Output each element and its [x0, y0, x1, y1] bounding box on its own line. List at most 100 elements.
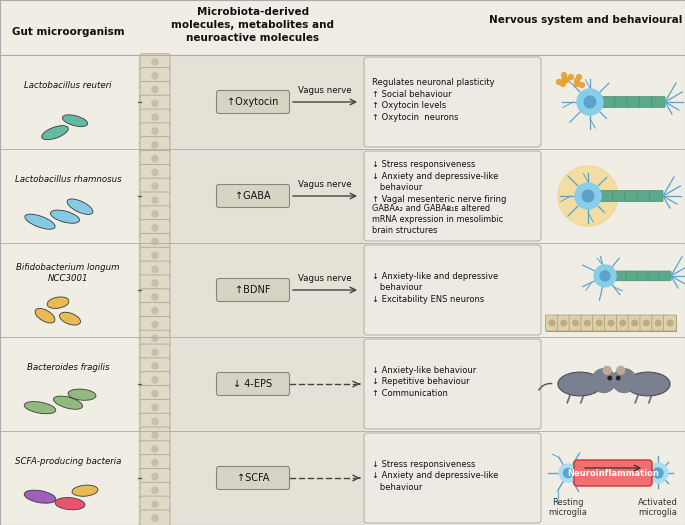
FancyBboxPatch shape [140, 510, 170, 525]
Circle shape [152, 197, 158, 203]
Circle shape [573, 320, 578, 326]
Text: Resting
microglia: Resting microglia [549, 498, 588, 518]
FancyBboxPatch shape [216, 373, 290, 395]
Circle shape [608, 320, 614, 326]
FancyBboxPatch shape [364, 433, 541, 523]
FancyBboxPatch shape [140, 123, 170, 139]
Circle shape [152, 349, 158, 355]
Circle shape [656, 320, 661, 326]
Circle shape [559, 464, 577, 482]
Circle shape [152, 238, 158, 245]
FancyBboxPatch shape [569, 315, 582, 331]
FancyBboxPatch shape [593, 315, 606, 331]
Circle shape [603, 366, 612, 375]
Circle shape [152, 377, 158, 383]
Text: Neuroinflammation: Neuroinflammation [567, 468, 659, 478]
FancyBboxPatch shape [626, 271, 638, 281]
Circle shape [152, 515, 158, 521]
Circle shape [152, 432, 158, 438]
Text: SCFA-producing bacteria: SCFA-producing bacteria [15, 457, 121, 466]
Circle shape [152, 321, 158, 328]
FancyBboxPatch shape [140, 68, 170, 84]
Circle shape [152, 308, 158, 314]
Circle shape [597, 320, 602, 326]
FancyBboxPatch shape [140, 206, 170, 222]
FancyBboxPatch shape [612, 191, 626, 202]
Circle shape [582, 190, 594, 202]
Circle shape [575, 79, 580, 83]
Bar [138, 431, 365, 525]
Circle shape [584, 96, 596, 108]
FancyBboxPatch shape [602, 97, 615, 108]
FancyBboxPatch shape [574, 460, 652, 486]
FancyBboxPatch shape [140, 219, 170, 236]
Ellipse shape [35, 308, 55, 323]
Circle shape [152, 211, 158, 217]
Circle shape [152, 446, 158, 452]
Bar [138, 243, 365, 337]
Circle shape [564, 468, 573, 478]
Circle shape [594, 265, 616, 287]
FancyBboxPatch shape [545, 315, 558, 331]
FancyBboxPatch shape [648, 271, 660, 281]
FancyBboxPatch shape [140, 468, 170, 485]
FancyBboxPatch shape [140, 482, 170, 499]
Circle shape [152, 294, 158, 300]
FancyBboxPatch shape [140, 413, 170, 429]
FancyBboxPatch shape [140, 344, 170, 360]
FancyBboxPatch shape [659, 271, 671, 281]
Circle shape [152, 128, 158, 134]
Circle shape [577, 75, 582, 79]
FancyBboxPatch shape [364, 245, 541, 335]
FancyBboxPatch shape [649, 191, 663, 202]
Ellipse shape [60, 312, 81, 325]
FancyBboxPatch shape [140, 247, 170, 264]
FancyBboxPatch shape [140, 302, 170, 319]
Circle shape [152, 100, 158, 107]
Circle shape [644, 320, 649, 326]
Ellipse shape [25, 214, 55, 229]
Circle shape [584, 320, 590, 326]
FancyBboxPatch shape [140, 317, 170, 333]
Circle shape [152, 391, 158, 397]
Circle shape [620, 320, 625, 326]
Circle shape [562, 78, 566, 82]
Circle shape [632, 320, 638, 326]
Text: GABAᴀ₂ and GABAᴃ₁ᴇ altered
mRNA expression in mesolimbic
brain structures: GABAᴀ₂ and GABAᴃ₁ᴇ altered mRNA expressi… [372, 204, 503, 235]
FancyBboxPatch shape [140, 95, 170, 111]
Circle shape [152, 474, 158, 480]
Circle shape [612, 369, 636, 393]
Circle shape [152, 155, 158, 162]
Circle shape [575, 81, 580, 87]
FancyBboxPatch shape [616, 315, 630, 331]
FancyBboxPatch shape [557, 315, 570, 331]
Circle shape [616, 376, 620, 380]
FancyBboxPatch shape [140, 455, 170, 471]
FancyBboxPatch shape [364, 151, 541, 241]
Ellipse shape [72, 485, 98, 496]
Circle shape [152, 280, 158, 286]
FancyBboxPatch shape [140, 164, 170, 181]
Ellipse shape [55, 498, 85, 510]
Text: ↑BDNF: ↑BDNF [235, 285, 271, 295]
Circle shape [152, 418, 158, 424]
Circle shape [653, 468, 663, 478]
FancyBboxPatch shape [216, 90, 290, 113]
FancyBboxPatch shape [140, 261, 170, 277]
Circle shape [560, 81, 566, 87]
Circle shape [577, 89, 603, 115]
FancyBboxPatch shape [140, 54, 170, 70]
FancyBboxPatch shape [637, 271, 649, 281]
FancyBboxPatch shape [640, 315, 653, 331]
FancyBboxPatch shape [627, 97, 640, 108]
Ellipse shape [68, 389, 96, 400]
Text: ↑SCFA: ↑SCFA [237, 473, 269, 483]
Text: Lactobacillus reuteri: Lactobacillus reuteri [24, 80, 112, 90]
Ellipse shape [558, 372, 602, 396]
Text: ↓ Anxiety-like and depressive
   behaviour
↓ Excitability ENS neurons: ↓ Anxiety-like and depressive behaviour … [372, 272, 498, 304]
FancyBboxPatch shape [651, 315, 664, 331]
Circle shape [556, 79, 562, 85]
Circle shape [152, 501, 158, 507]
FancyBboxPatch shape [604, 315, 617, 331]
Circle shape [152, 404, 158, 411]
